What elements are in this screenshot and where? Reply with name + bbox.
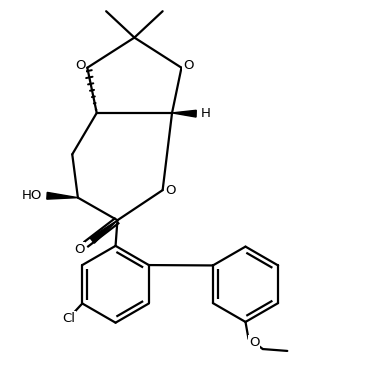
Text: O: O <box>166 184 176 197</box>
Text: O: O <box>75 60 86 72</box>
Polygon shape <box>47 192 78 199</box>
Text: HO: HO <box>22 189 42 202</box>
Text: H: H <box>201 107 211 120</box>
Text: Cl: Cl <box>62 312 75 325</box>
Polygon shape <box>172 110 196 117</box>
Text: O: O <box>74 243 84 256</box>
Text: O: O <box>183 60 194 72</box>
Text: O: O <box>249 336 259 349</box>
Polygon shape <box>90 220 118 243</box>
